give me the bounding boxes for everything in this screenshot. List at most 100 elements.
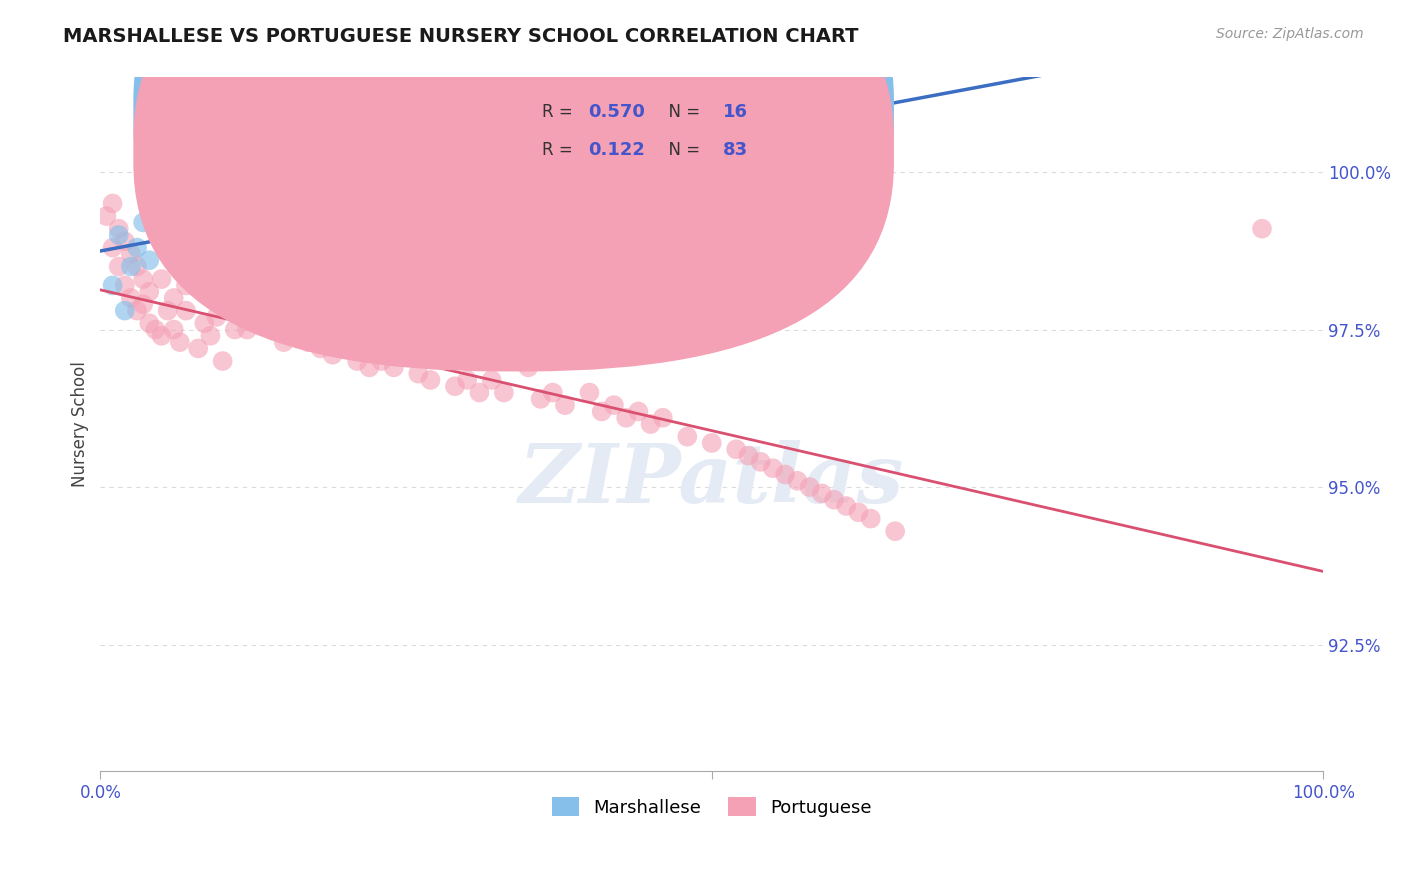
Point — [187, 342, 209, 356]
Point — [603, 171, 626, 186]
Point — [285, 328, 308, 343]
Point — [174, 278, 197, 293]
Point — [150, 272, 173, 286]
Point — [211, 209, 233, 223]
Point — [101, 278, 124, 293]
Y-axis label: Nursery School: Nursery School — [72, 361, 89, 487]
Point — [174, 303, 197, 318]
Point — [169, 335, 191, 350]
Text: N =: N = — [658, 141, 706, 160]
Point — [125, 303, 148, 318]
Point — [835, 499, 858, 513]
Point — [492, 385, 515, 400]
Point — [107, 260, 129, 274]
Text: ZIPatlas: ZIPatlas — [519, 440, 904, 519]
Point — [132, 272, 155, 286]
Point — [247, 316, 270, 330]
Point — [444, 379, 467, 393]
Point — [273, 335, 295, 350]
Point — [101, 196, 124, 211]
Point — [627, 404, 650, 418]
Text: 0.122: 0.122 — [588, 141, 645, 160]
Text: 16: 16 — [723, 103, 748, 121]
Text: 0.570: 0.570 — [588, 103, 645, 121]
FancyBboxPatch shape — [134, 0, 894, 334]
Point — [591, 404, 613, 418]
Point — [700, 436, 723, 450]
Text: Source: ZipAtlas.com: Source: ZipAtlas.com — [1216, 27, 1364, 41]
Point — [529, 392, 551, 406]
Text: N =: N = — [658, 103, 706, 121]
Point — [200, 202, 222, 217]
Text: MARSHALLESE VS PORTUGUESE NURSERY SCHOOL CORRELATION CHART: MARSHALLESE VS PORTUGUESE NURSERY SCHOOL… — [63, 27, 859, 45]
Point — [145, 322, 167, 336]
Point — [676, 430, 699, 444]
Point — [333, 335, 356, 350]
Point — [810, 486, 832, 500]
Point — [273, 190, 295, 204]
Point — [725, 442, 748, 457]
Point — [125, 241, 148, 255]
Text: 83: 83 — [723, 141, 748, 160]
Point — [517, 360, 540, 375]
Point — [163, 291, 186, 305]
Point — [382, 360, 405, 375]
Point — [859, 511, 882, 525]
Point — [432, 348, 454, 362]
Point — [125, 260, 148, 274]
Point — [419, 373, 441, 387]
Point — [737, 449, 759, 463]
Point — [786, 474, 808, 488]
Point — [297, 335, 319, 350]
Point — [96, 209, 118, 223]
Point — [309, 342, 332, 356]
Point — [884, 524, 907, 539]
Point — [762, 461, 785, 475]
Text: R =: R = — [541, 103, 578, 121]
Point — [640, 417, 662, 431]
Point — [799, 480, 821, 494]
Point — [107, 227, 129, 242]
Point — [614, 410, 637, 425]
Point — [174, 227, 197, 242]
Point — [278, 316, 301, 330]
Point — [848, 505, 870, 519]
Point — [1251, 221, 1274, 235]
Point — [205, 310, 228, 324]
Point — [150, 196, 173, 211]
Point — [114, 303, 136, 318]
Point — [749, 455, 772, 469]
Point — [481, 373, 503, 387]
Legend: Marshallese, Portuguese: Marshallese, Portuguese — [544, 790, 879, 824]
FancyBboxPatch shape — [479, 87, 766, 175]
Point — [322, 348, 344, 362]
Text: R =: R = — [541, 141, 578, 160]
Point — [236, 196, 259, 211]
Point — [163, 209, 186, 223]
Point — [138, 316, 160, 330]
Point — [260, 322, 283, 336]
Point — [132, 297, 155, 311]
Point — [156, 303, 179, 318]
Point — [651, 410, 673, 425]
Point — [120, 247, 142, 261]
Point — [406, 367, 429, 381]
Point — [114, 278, 136, 293]
Point — [359, 360, 381, 375]
Point — [395, 342, 418, 356]
Point — [554, 398, 576, 412]
Point — [823, 492, 845, 507]
Point — [193, 316, 215, 330]
Point — [163, 322, 186, 336]
Point — [468, 385, 491, 400]
Point — [187, 221, 209, 235]
Point — [603, 398, 626, 412]
Point — [101, 241, 124, 255]
Point — [236, 322, 259, 336]
Point — [132, 215, 155, 229]
Point — [578, 385, 600, 400]
Point — [773, 467, 796, 482]
Point — [211, 354, 233, 368]
Point — [138, 253, 160, 268]
Point — [120, 291, 142, 305]
